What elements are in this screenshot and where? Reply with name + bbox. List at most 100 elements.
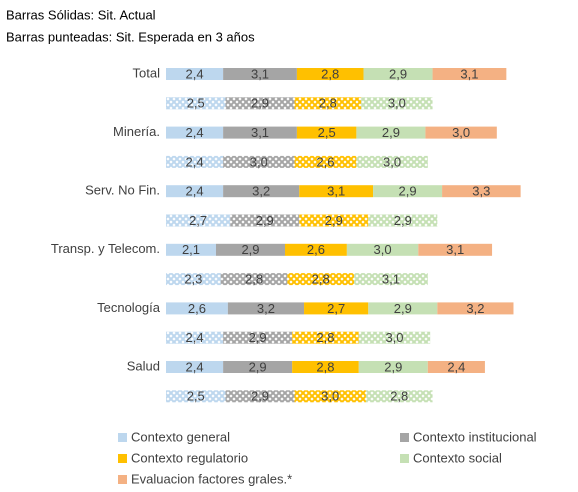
bar-segment	[166, 273, 221, 286]
bar-segment	[225, 390, 295, 403]
value-label: 2,6	[316, 154, 334, 169]
bar-segment	[294, 97, 362, 110]
bar-segment	[361, 97, 433, 110]
value-label: 2,1	[182, 242, 200, 257]
bar-segment	[223, 68, 297, 80]
bar-segment	[296, 68, 364, 80]
value-label: 3,1	[327, 184, 345, 199]
value-label: 3,2	[466, 301, 484, 316]
value-label: 2,4	[186, 125, 204, 140]
bar-segment	[304, 302, 369, 315]
bar-segment	[292, 331, 359, 344]
value-label: 2,6	[188, 301, 206, 316]
bar-segment	[354, 273, 428, 286]
bar-segment	[427, 361, 485, 373]
legend-label: Contexto social	[413, 450, 502, 465]
bar-segment	[215, 243, 285, 256]
value-label: 2,9	[399, 184, 417, 199]
bar-segment	[166, 390, 226, 403]
bar-segment	[166, 97, 226, 110]
bar-segment	[223, 331, 293, 344]
value-label: 3,0	[321, 389, 339, 404]
bar-segment	[358, 331, 431, 344]
value-label: 3,1	[251, 125, 269, 140]
value-label: 3,0	[452, 125, 470, 140]
legend-swatch	[118, 454, 127, 463]
value-label: 2,3	[184, 272, 202, 287]
value-label: 2,7	[327, 301, 345, 316]
value-label: 2,8	[316, 359, 334, 374]
value-label: 3,3	[472, 184, 490, 199]
value-label: 2,4	[186, 359, 204, 374]
bar-segment	[166, 185, 224, 198]
value-label: 3,0	[250, 154, 268, 169]
bar-segment	[356, 126, 426, 139]
value-label: 2,9	[394, 301, 412, 316]
bar-segment	[368, 302, 438, 315]
value-label: 2,4	[186, 184, 204, 199]
category-label: Total	[133, 65, 161, 80]
value-label: 3,0	[383, 154, 401, 169]
bar-segment	[292, 361, 359, 373]
chart-title: Barras Sólidas: Sit. Actual	[6, 7, 156, 22]
bar-segment	[368, 214, 438, 227]
bar-segment	[373, 185, 443, 198]
bar-segment	[294, 390, 366, 403]
bar-segment	[425, 126, 497, 139]
bar-segment	[365, 390, 433, 403]
bar-segment	[166, 302, 228, 315]
value-label: 2,9	[249, 359, 267, 374]
bar-segment	[358, 361, 428, 373]
value-label: 2,9	[251, 389, 269, 404]
bar-segment	[223, 155, 295, 168]
category-label: Serv. No Fin.	[85, 183, 160, 198]
value-label: 3,0	[388, 96, 406, 111]
bar-segment	[294, 155, 357, 168]
bar-segment	[166, 155, 224, 168]
value-label: 3,1	[251, 66, 269, 81]
value-label: 2,9	[389, 66, 407, 81]
value-label: 3,0	[385, 330, 403, 345]
legend-label: Evaluacion factores grales.*	[131, 471, 292, 486]
bar-segment	[166, 331, 224, 344]
value-label: 2,8	[390, 389, 408, 404]
value-label: 2,8	[319, 96, 337, 111]
bar-segment	[227, 302, 305, 315]
legend-label: Contexto regulatorio	[131, 450, 248, 465]
value-label: 2,9	[382, 125, 400, 140]
bar-segment	[166, 361, 224, 373]
value-label: 2,9	[325, 213, 343, 228]
category-label: Transp. y Telecom.	[51, 241, 160, 256]
bar-segment	[356, 155, 428, 168]
value-label: 3,1	[446, 242, 464, 257]
legend-swatch	[118, 475, 127, 484]
value-label: 3,1	[460, 66, 478, 81]
bar-segment	[230, 214, 300, 227]
category-label: Salud	[127, 358, 160, 373]
chart-subtitle: Barras punteadas: Sit. Esperada en 3 año…	[6, 29, 255, 44]
value-label: 2,8	[245, 272, 263, 287]
bar-segment	[296, 126, 357, 139]
value-label: 2,8	[312, 272, 330, 287]
bar-segment	[220, 273, 288, 286]
value-label: 2,6	[307, 242, 325, 257]
bar-segment	[223, 361, 293, 373]
value-label: 2,4	[186, 330, 204, 345]
value-label: 3,0	[374, 242, 392, 257]
bar-segment	[287, 273, 355, 286]
value-label: 2,9	[394, 213, 412, 228]
bar-segment	[299, 214, 369, 227]
bar-segment	[299, 185, 374, 198]
value-label: 2,4	[186, 66, 204, 81]
bar-segment	[285, 243, 347, 256]
bar-segment	[225, 97, 295, 110]
value-label: 2,7	[189, 213, 207, 228]
bar-segment	[363, 68, 433, 80]
category-label: Minería.	[113, 124, 160, 139]
value-label: 2,4	[186, 154, 204, 169]
bar-segment	[166, 214, 231, 227]
bar-segment	[437, 302, 514, 315]
value-label: 3,1	[382, 272, 400, 287]
legend-label: Contexto general	[131, 429, 230, 444]
